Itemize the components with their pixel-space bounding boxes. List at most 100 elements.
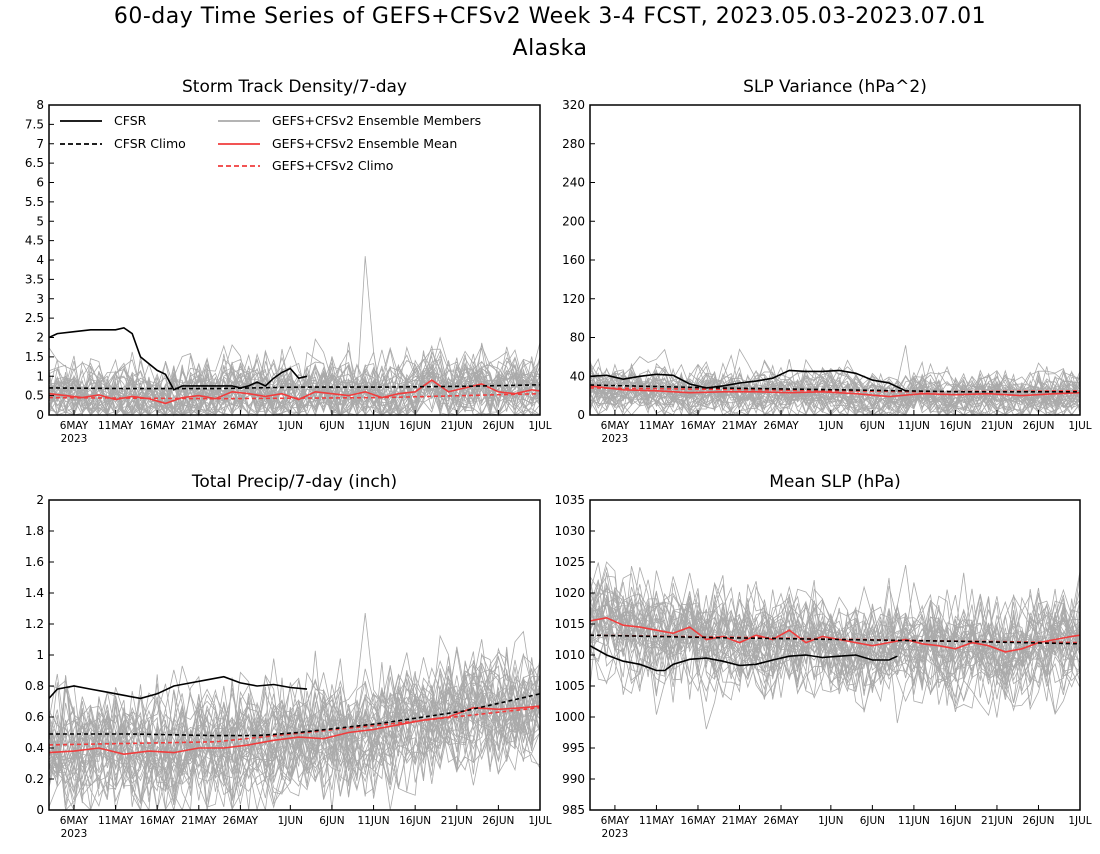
chart-title: Total Precip/7-day (inch) [191,472,397,492]
ensemble-member-line [48,668,541,795]
x-tick-label: 11MAY [98,420,134,432]
y-tick-label: 0 [36,408,44,422]
ensemble-member-line [589,359,1081,416]
ensemble-mean-line [48,705,541,756]
x-tick-label: 21JUN [981,815,1013,827]
x-tick-label: 6JUN [319,420,344,432]
ensemble-member-line [48,665,541,811]
cfsr-climo-line [48,384,541,390]
y-tick-label: 0.8 [25,679,44,693]
x-tick-label: 11MAY [639,420,675,432]
x-tick-label: 1JUN [278,420,303,432]
ensemble-mean-line [589,616,1081,653]
y-tick-label: 7.5 [25,117,44,131]
ensemble-member-line [48,368,541,417]
x-tick-label: 16MAY [140,420,176,432]
y-tick-label: 320 [562,98,585,112]
x-tick-label: 6JUN [860,420,885,432]
chart-panel-2: SLP Variance (hPa^2) 0 40 80 120 160 200 240 280… [562,77,1092,445]
y-tick-label: 1.4 [25,586,44,600]
y-tick-label: 3.5 [25,272,44,286]
x-tick-label: 11JUN [358,420,390,432]
x-tick-label: 6MAY [60,815,89,827]
y-tick-label: 1 [36,648,44,662]
y-tick-label: 8 [36,98,44,112]
y-tick-label: 1.6 [25,555,44,569]
y-tick-label: 1005 [554,679,585,693]
y-tick-label: 1 [36,369,44,383]
legend-cfsr-climo-label: CFSR Climo [114,136,186,151]
x-tick-label: 26JUN [482,420,514,432]
y-tick-label: 1010 [554,648,585,662]
ensemble-mean-line [48,379,541,405]
x-tick-label: 11MAY [98,815,134,827]
x-tick-label: 1JUL [1068,420,1091,432]
y-tick-label: 995 [562,741,585,755]
x-tick-label: 21JUN [441,815,473,827]
ensemble-members [48,613,541,812]
figure-title: 60-day Time Series of GEFS+CFSv2 Week 3-… [113,4,987,29]
legend-mean-label: GEFS+CFSv2 Ensemble Mean [272,136,457,151]
y-tick-label: 1035 [554,493,585,507]
x-tick-label: 26JUN [482,815,514,827]
ensemble-member-line [48,672,541,812]
chart-title: Mean SLP (hPa) [769,472,901,492]
ensemble-member-line [48,652,541,785]
y-tick-label: 985 [562,803,585,817]
y-tick-label: 7 [36,137,44,151]
ensemble-member-line [48,650,541,778]
gefs-climo-line [48,706,541,746]
y-tick-label: 0.6 [25,710,44,724]
x-tick-label: 16MAY [140,815,176,827]
y-tick-label: 0 [577,408,585,422]
x-tick-label: 6JUN [860,815,885,827]
x-tick-label: 1JUN [818,420,843,432]
ensemble-member-line [589,566,1081,679]
y-tick-label: 160 [562,253,585,267]
x-tick-label: 6JUN [319,815,344,827]
cfsr-line [48,675,308,700]
ensemble-member-line [48,695,541,811]
x-tick-label: 26MAY [223,815,259,827]
y-tick-label: 990 [562,772,585,786]
ensemble-member-line [589,581,1081,687]
y-tick-label: 120 [562,292,585,306]
x-year-label: 2023 [61,433,88,445]
x-tick-label: 16MAY [680,420,716,432]
ensemble-member-line [589,587,1081,686]
chart-panel-1: Storm Track Density/7-day 0 0.5 1 1.5 2 2.5 3 3.… [25,77,552,445]
ensemble-member-line [48,342,541,417]
y-tick-label: 5.5 [25,195,44,209]
cfsr-line [589,645,898,672]
x-year-label: 2023 [61,828,88,840]
x-tick-label: 21MAY [181,815,217,827]
ensemble-member-line [589,592,1081,695]
x-tick-label: 1JUL [528,815,551,827]
y-tick-label: 4 [36,253,44,267]
ensemble-member-line [48,630,541,773]
ensemble-member-line [589,594,1081,696]
x-tick-label: 26JUN [1022,815,1054,827]
cfsr-line [48,326,308,391]
legend: CFSR CFSR Climo GEFS+CFSv2 Ensemble Member… [60,113,481,173]
x-tick-label: 26MAY [763,815,799,827]
x-tick-label: 6MAY [60,420,89,432]
x-tick-label: 1JUN [278,815,303,827]
figure-region: Alaska [512,36,588,61]
x-tick-label: 6MAY [601,815,630,827]
x-tick-label: 21MAY [181,420,217,432]
ensemble-members [48,256,541,417]
y-tick-label: 200 [562,214,585,228]
x-tick-label: 6MAY [601,420,630,432]
ensemble-member-line [589,588,1081,687]
x-tick-label: 11JUN [358,815,390,827]
y-tick-label: 2.5 [25,311,44,325]
x-tick-label: 11JUN [898,420,930,432]
x-tick-label: 21MAY [722,420,758,432]
y-tick-label: 1025 [554,555,585,569]
ensemble-members [589,345,1081,417]
ensemble-member-line [48,366,541,416]
ensemble-mean-line [589,385,1081,398]
chart-title: Storm Track Density/7-day [182,77,407,97]
